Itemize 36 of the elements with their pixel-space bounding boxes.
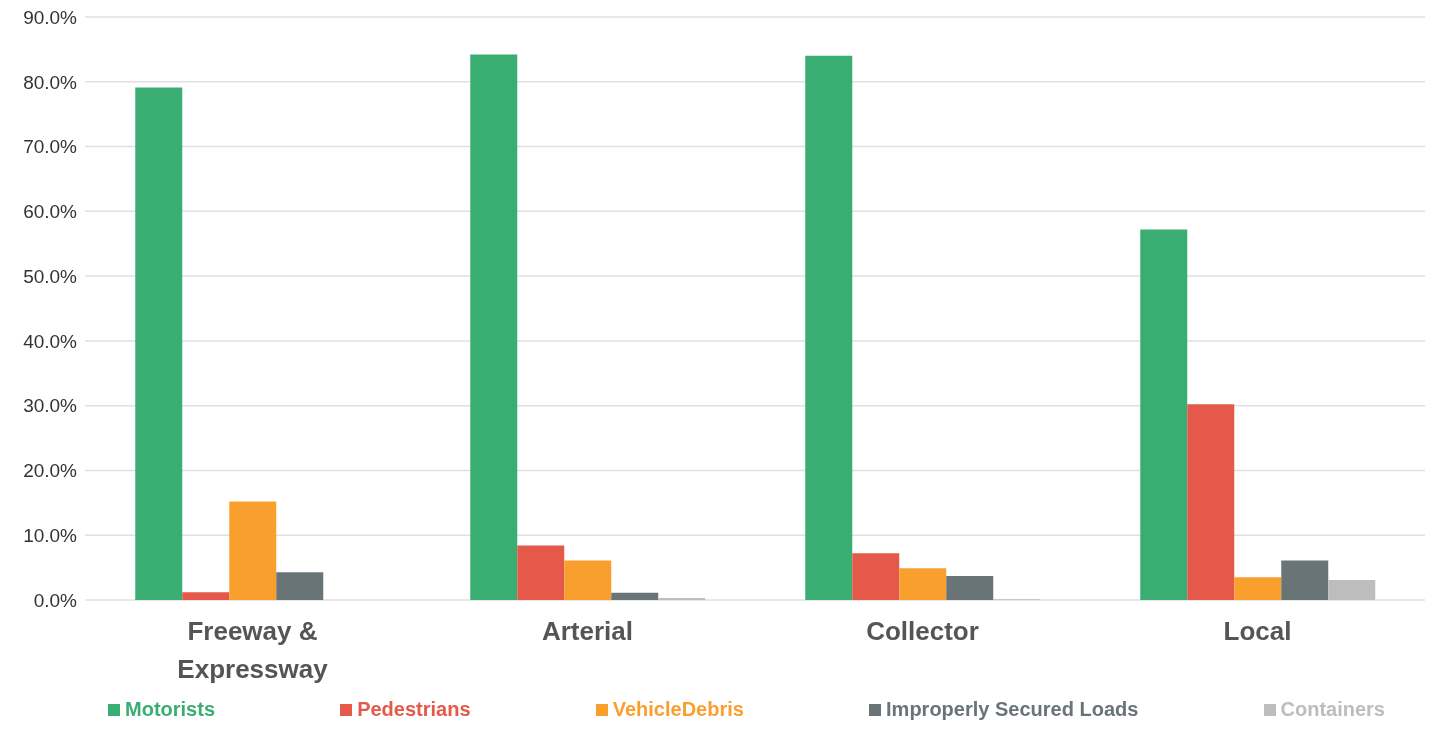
y-tick-label: 80.0%	[23, 71, 78, 93]
bar	[182, 592, 230, 600]
y-tick-label: 70.0%	[23, 136, 78, 158]
legend-label: Improperly Secured Loads	[886, 698, 1139, 721]
bar	[135, 87, 183, 600]
bar	[564, 560, 612, 600]
bar	[805, 55, 853, 600]
x-tick-label: Arterial	[541, 616, 634, 647]
y-tick-label: 60.0%	[23, 201, 78, 223]
y-tick-label: 50.0%	[23, 265, 78, 287]
y-tick-label: 40.0%	[23, 330, 78, 352]
y-tick-label: 20.0%	[23, 460, 78, 482]
bar	[1281, 560, 1329, 600]
y-tick-label: 30.0%	[23, 395, 78, 417]
bar	[229, 501, 277, 600]
bar	[611, 592, 659, 600]
y-tick-label: 10.0%	[23, 524, 78, 546]
bar	[852, 553, 900, 600]
y-tick-label: 0.0%	[33, 589, 78, 611]
legend-label: Containers	[1280, 698, 1385, 721]
y-tick-label: 90.0%	[23, 6, 78, 28]
bar	[470, 54, 518, 600]
bar	[276, 572, 324, 600]
legend-label: VehicleDebris	[612, 698, 744, 721]
bar	[899, 568, 947, 600]
bar	[1328, 579, 1376, 600]
bar	[1140, 229, 1188, 600]
x-tick-label: Local	[1223, 616, 1292, 647]
bar	[1187, 404, 1235, 600]
bar	[1234, 577, 1282, 600]
x-tick-label: Freeway & Expressway	[177, 616, 329, 685]
x-tick-label: Collector	[866, 616, 979, 647]
bar	[517, 545, 565, 600]
bar	[946, 576, 994, 600]
legend-label: Pedestrians	[357, 698, 471, 721]
legend-label: Motorists	[125, 698, 215, 721]
